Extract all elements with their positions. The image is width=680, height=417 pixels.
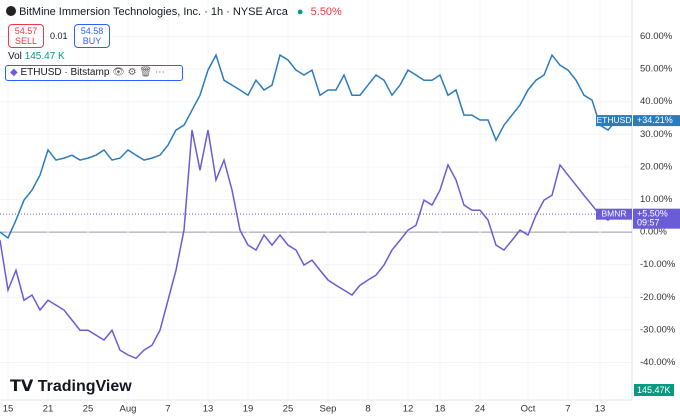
sell-button[interactable]: 54.57 SELL	[8, 24, 44, 48]
name-badge	[596, 208, 632, 220]
change: 5.50%	[310, 6, 342, 18]
y-tick-label: 30.00%	[640, 129, 673, 140]
header-row: BitMine Immersion Technologies, Inc. · 1…	[6, 6, 342, 18]
sell-price: 54.57	[14, 26, 38, 36]
eth-icon: ◆	[10, 67, 18, 78]
name-badge-text: ETHUSD	[597, 115, 632, 125]
x-tick-label: 13	[203, 404, 214, 415]
x-tick-label: 13	[595, 404, 606, 415]
name-badge-text: BMNR	[601, 208, 626, 218]
x-tick-label: Aug	[120, 404, 137, 415]
value-badge-text: +5.50%	[637, 209, 668, 219]
x-tick-label: 18	[435, 404, 446, 415]
status-dot: ●	[296, 6, 304, 18]
x-tick-label: 25	[283, 404, 294, 415]
volume-badge: 145.47K	[634, 384, 674, 396]
x-tick-label: 7	[565, 404, 570, 415]
overlay-name: ETHUSD · Bitstamp	[20, 67, 110, 78]
y-tick-label: -40.00%	[640, 357, 676, 368]
countdown-text: 09:57	[637, 218, 660, 228]
value-badge	[633, 208, 680, 229]
volume-row: Vol 145.47 K	[8, 51, 65, 62]
y-tick-label: 20.00%	[640, 161, 673, 172]
x-tick-label: 24	[475, 404, 486, 415]
y-tick-label: 60.00%	[640, 31, 673, 42]
y-tick-label: -20.00%	[640, 292, 676, 303]
x-tick-label: 21	[43, 404, 54, 415]
value-badge-text: +34.21%	[637, 115, 673, 125]
spread: 0.01	[50, 31, 68, 41]
value-badge	[633, 115, 680, 127]
y-tick-label: 50.00%	[640, 64, 673, 75]
x-tick-label: 12	[403, 404, 414, 415]
buy-label: BUY	[82, 36, 102, 46]
sell-label: SELL	[14, 36, 38, 46]
y-tick-label: 0.00%	[640, 227, 667, 238]
y-tick-label: 40.00%	[640, 96, 673, 107]
series-line	[0, 129, 617, 360]
x-tick-label: 15	[3, 404, 14, 415]
x-tick-label: 25	[83, 404, 94, 415]
vol-label: Vol	[8, 51, 22, 62]
symbol-icon	[6, 6, 16, 16]
x-tick-label: Sep	[320, 404, 337, 415]
x-tick-label: 8	[365, 404, 370, 415]
y-tick-label: 10.00%	[640, 194, 673, 205]
y-tick-label: -10.00%	[640, 259, 676, 270]
series-line	[0, 53, 617, 240]
buy-button[interactable]: 54.58 BUY	[74, 24, 110, 48]
logo-text: TradingView	[37, 378, 132, 395]
x-tick-label: Oct	[521, 404, 536, 415]
vol-value: 145.47 K	[24, 51, 65, 62]
overlay-legend[interactable]: ◆ ETHUSD · Bitstamp 👁 ⚙ 🗑 ⋯	[5, 65, 183, 81]
name-badge	[596, 115, 632, 127]
x-tick-label: 7	[165, 404, 170, 415]
symbol-title: BitMine Immersion Technologies, Inc. · 1…	[19, 6, 288, 18]
logo: 𝗧𝗩 TradingView	[10, 378, 132, 395]
buy-price: 54.58	[80, 26, 104, 36]
x-tick-label: 19	[243, 404, 254, 415]
y-tick-label: -30.00%	[640, 324, 676, 335]
overlay-tools: 👁 ⚙ 🗑 ⋯	[112, 67, 165, 78]
